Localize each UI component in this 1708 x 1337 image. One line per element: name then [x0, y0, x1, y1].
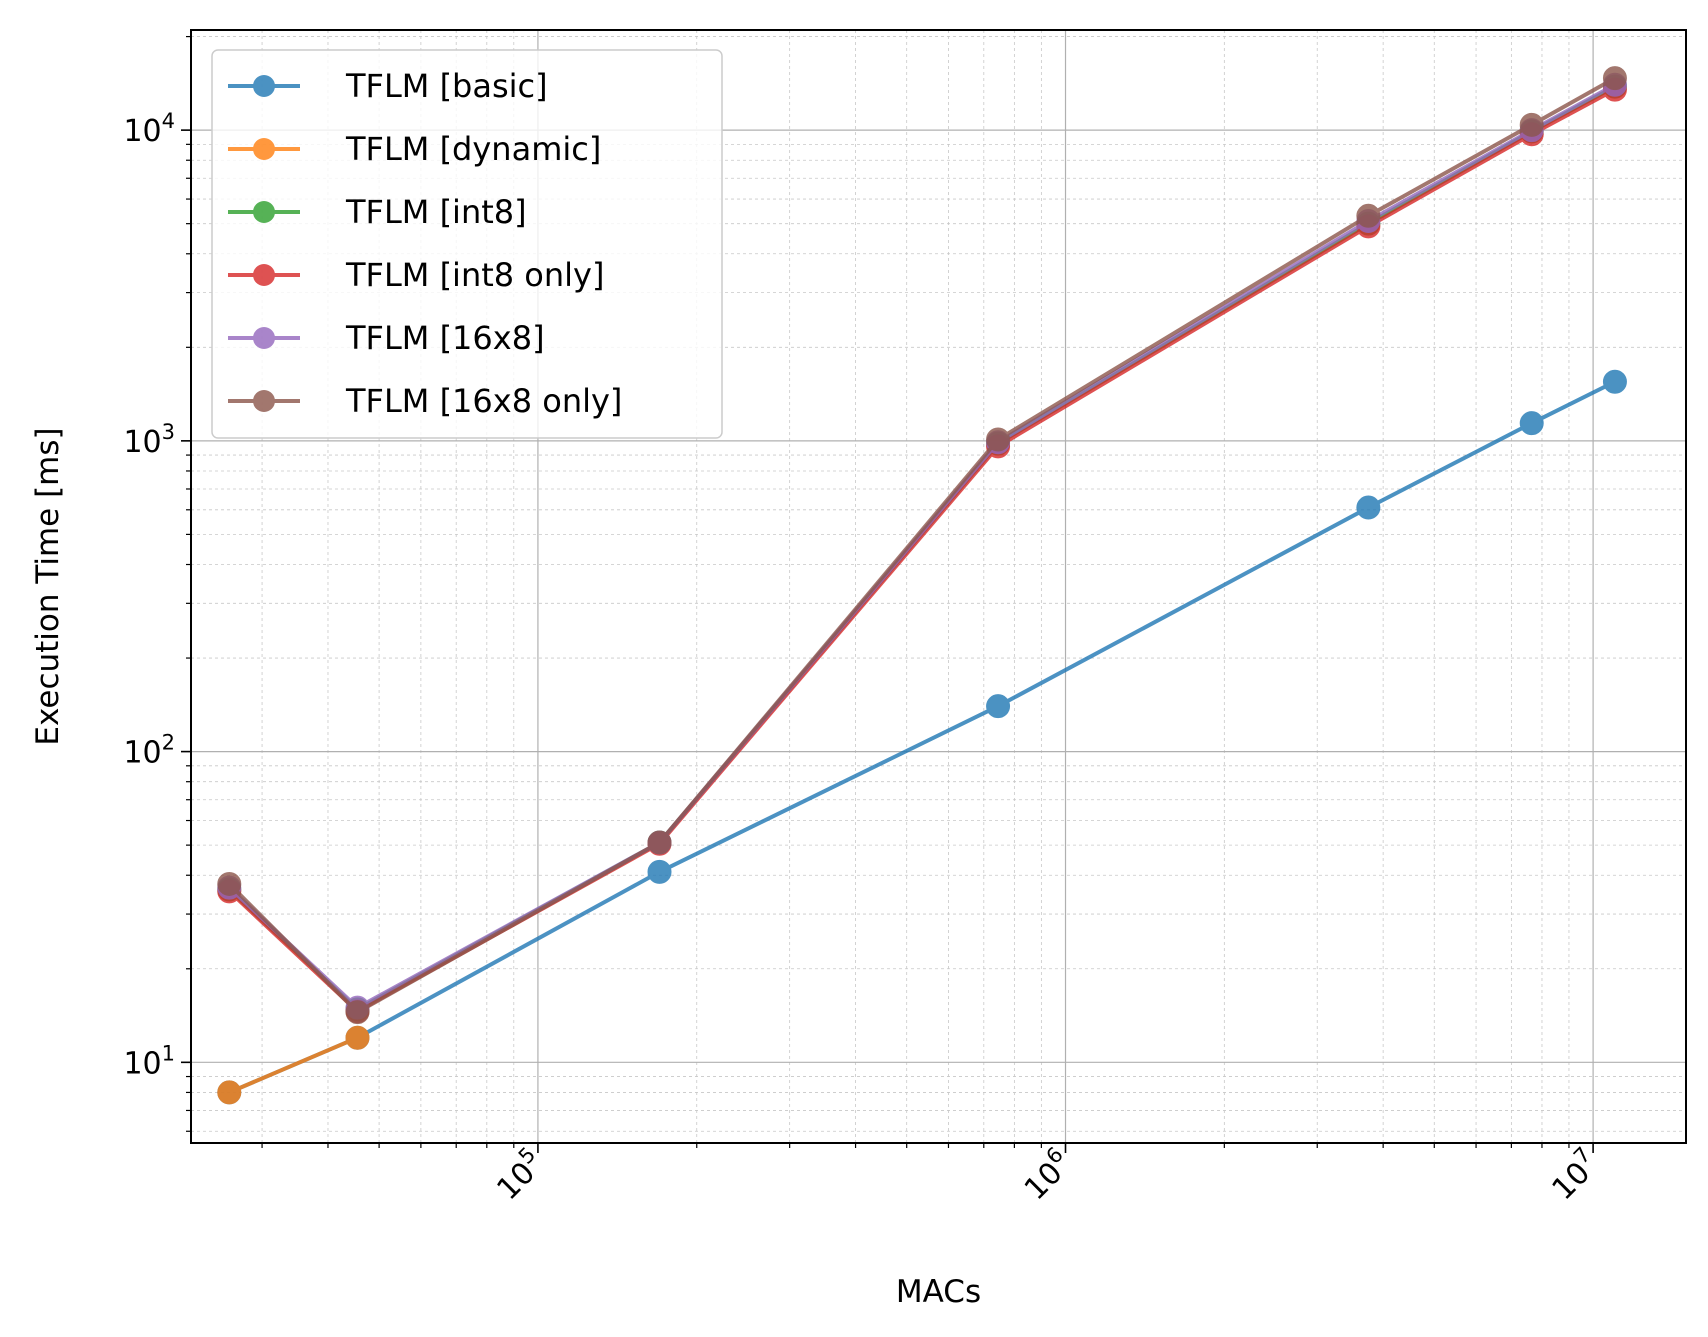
data-point: [1356, 203, 1381, 228]
y-tick-label-exponent: 1: [162, 1041, 175, 1065]
legend-entry: TFLM [16x8]: [228, 319, 545, 357]
data-point: [345, 1000, 370, 1025]
series-line: [228, 1035, 359, 1095]
legend-swatch-marker: [253, 390, 275, 412]
series-2: [217, 1025, 370, 1105]
y-tick-label-exponent: 3: [162, 420, 175, 444]
legend-entry: TFLM [basic]: [228, 67, 548, 105]
data-point: [1519, 112, 1544, 137]
y-tick-label-base: 10: [123, 425, 161, 460]
legend-swatch: [228, 327, 300, 349]
legend-swatch-marker: [253, 75, 275, 97]
legend-swatch-marker: [253, 201, 275, 223]
data-point: [647, 859, 672, 884]
legend: TFLM [basic] TFLM [dynamic] TFLM [int8] TFL…: [211, 49, 723, 439]
y-tick-label-base: 10: [123, 1046, 161, 1081]
data-point: [1519, 411, 1544, 436]
data-point: [1356, 495, 1381, 520]
data-point: [986, 427, 1011, 452]
legend-swatch: [228, 75, 300, 97]
legend-swatch-marker: [253, 264, 275, 286]
axis-ticks: [181, 35, 1594, 1153]
legend-label: TFLM [dynamic]: [345, 130, 601, 168]
data-point: [1602, 369, 1627, 394]
legend-swatch: [228, 201, 300, 223]
y-tick-label: 104: [123, 109, 175, 149]
legend-label: TFLM [int8]: [345, 193, 527, 231]
legend-label: TFLM [16x8]: [345, 319, 545, 357]
legend-swatch: [228, 390, 300, 412]
legend-entry: TFLM [int8 only]: [228, 256, 604, 294]
legend-label: TFLM [16x8 only]: [345, 382, 622, 420]
legend-entry: TFLM [16x8 only]: [228, 382, 622, 420]
y-tick-label-base: 10: [123, 114, 161, 149]
legend-swatch: [228, 138, 300, 160]
data-point: [1602, 66, 1627, 91]
legend-entry: TFLM [int8]: [228, 193, 527, 231]
x-axis-label: MACs: [896, 1274, 981, 1310]
series-layer: [217, 66, 1627, 1105]
legend-box: [211, 49, 723, 439]
legend-swatch-marker: [253, 327, 275, 349]
y-tick-label: 102: [123, 731, 175, 771]
data-point: [217, 1080, 242, 1105]
y-tick-label: 103: [123, 420, 175, 460]
data-point: [647, 830, 672, 855]
y-tick-label-base: 10: [123, 736, 161, 771]
y-tick-label-exponent: 2: [162, 731, 175, 755]
series-6: [217, 66, 1627, 1025]
plot-frame: [190, 29, 1687, 1144]
data-point: [217, 871, 242, 896]
legend-label: TFLM [int8 only]: [345, 256, 604, 294]
y-tick-label-exponent: 4: [162, 109, 175, 133]
y-tick-label: 101: [123, 1041, 175, 1081]
legend-label: TFLM [basic]: [345, 67, 548, 105]
legend-entry: TFLM [dynamic]: [228, 130, 601, 168]
legend-swatch-marker: [253, 138, 275, 160]
data-point: [986, 694, 1011, 719]
legend-swatch: [228, 264, 300, 286]
data-point: [345, 1025, 370, 1050]
y-axis-label: Execution Time [ms]: [30, 427, 66, 745]
